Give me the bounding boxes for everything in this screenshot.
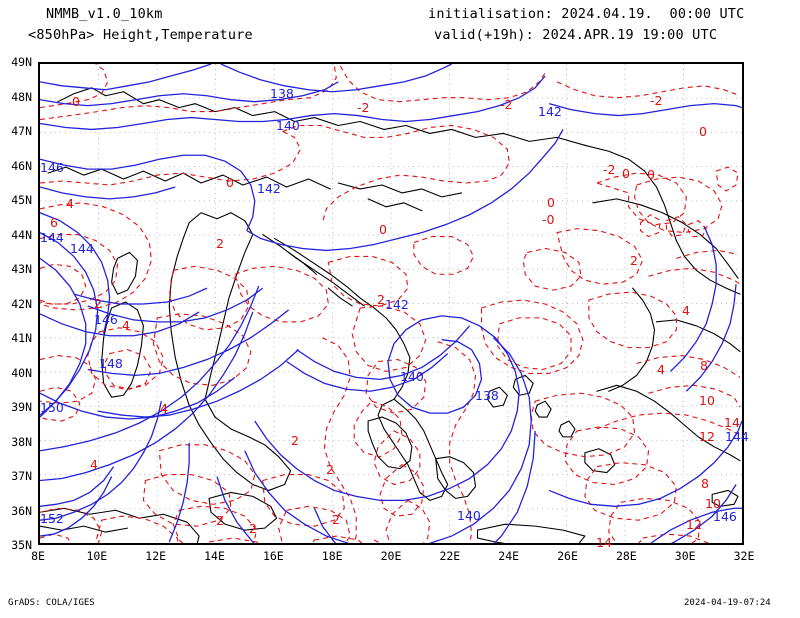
temperature-label: 2 (94, 296, 102, 311)
x-tick-18E: 18E (321, 549, 343, 563)
x-tick-30E: 30E (674, 549, 696, 563)
x-tick-20E: 20E (380, 549, 402, 563)
y-tick-39N: 39N (11, 400, 32, 414)
initialisation-time: initialisation: 2024.04.19. 00:00 UTC (428, 6, 745, 22)
temperature-label: 12 (686, 517, 702, 532)
level-subtitle: <850hPa> Height,Temperature (28, 27, 253, 43)
temperature-label: 4 (682, 303, 690, 318)
footer-source: GrADS: COLA/IGES (8, 598, 95, 608)
height-label: 148 (99, 356, 123, 371)
y-tick-42N: 42N (11, 296, 32, 311)
map-canvas (40, 64, 742, 543)
height-label: 146 (40, 160, 64, 175)
x-tick-32E: 32E (733, 549, 755, 563)
y-tick-40N: 40N (11, 365, 32, 380)
x-tick-26E: 26E (557, 549, 578, 563)
valid-time: valid(+19h): 2024.APR.19 19:00 UTC (434, 27, 718, 43)
height-label: 144 (70, 241, 94, 256)
temperature-label: 14 (724, 415, 740, 430)
temperature-label: 2 (216, 236, 224, 251)
y-tick-36N: 36N (11, 503, 32, 518)
temperature-label: 4 (160, 401, 168, 416)
temperature-label: -0 (542, 212, 555, 227)
y-tick-38N: 38N (11, 434, 32, 449)
temperature-label: 2 (216, 513, 224, 528)
height-label: 138 (270, 86, 294, 101)
temperature-label: -2 (357, 100, 370, 115)
x-tick-12E: 12E (145, 549, 167, 563)
gridlines (40, 64, 742, 543)
height-label: 140 (276, 118, 300, 133)
height-label: 140 (400, 369, 424, 384)
temperature-label: 2 (291, 433, 299, 448)
temperature-label: 6 (50, 215, 58, 230)
y-tick-37N: 37N (11, 469, 32, 483)
height-label: 146 (713, 509, 737, 524)
temperature-label: 10 (699, 393, 715, 408)
temperature-label: 2 (249, 521, 257, 536)
temperature-label: 12 (699, 429, 715, 444)
height-label: 138 (475, 388, 499, 403)
temperature-label: 2 (377, 292, 385, 307)
temperature-label: 0 (379, 222, 387, 237)
temperature-label: 0 (226, 175, 234, 190)
temperature-label: 2 (332, 512, 340, 527)
y-tick-45N: 45N (11, 193, 32, 207)
x-tick-16E: 16E (262, 549, 284, 563)
x-tick-28E: 28E (615, 549, 637, 563)
x-tick-22E: 22E (439, 549, 461, 563)
y-tick-46N: 46N (11, 158, 32, 173)
x-tick-24E: 24E (498, 549, 520, 563)
temperature-label: 8 (700, 358, 708, 373)
height-label: 146 (94, 312, 118, 327)
x-tick-8E: 8E (31, 549, 45, 563)
temperature-contours (40, 64, 741, 543)
y-tick-47N: 47N (11, 124, 32, 138)
height-label: 144 (40, 230, 64, 245)
temperature-label: -2 (603, 162, 616, 177)
contour-labels: 138 140 142 142 142 146 144 144 146 148 150 152 140 1… (40, 64, 749, 548)
footer-timestamp: 2024-04-19-07:24 (684, 598, 771, 608)
temperature-label: 2 (326, 462, 334, 477)
height-label: 142 (257, 181, 281, 196)
temperature-label: 0 (622, 166, 630, 181)
y-tick-43N: 43N (11, 262, 32, 276)
height-contours (40, 64, 742, 543)
height-label: 144 (725, 429, 749, 444)
temperature-label: 4 (66, 196, 74, 211)
height-label: 142 (385, 297, 409, 312)
x-tick-10E: 10E (86, 549, 108, 563)
height-label: 142 (538, 104, 562, 119)
x-tick-14E: 14E (204, 549, 225, 563)
y-tick-35N: 35N (11, 538, 32, 552)
temperature-label: 10 (705, 496, 721, 511)
temperature-label: 8 (701, 476, 709, 491)
temperature-label: -2 (650, 93, 663, 108)
temperature-label: 14 (596, 535, 612, 550)
height-label: 150 (40, 400, 64, 415)
temperature-label: 0 (547, 195, 555, 210)
height-label: 140 (457, 508, 481, 523)
temperature-label: 4 (90, 457, 98, 472)
y-tick-44N: 44N (11, 227, 32, 242)
y-tick-48N: 48N (11, 89, 32, 104)
temperature-label: 0 (72, 94, 80, 109)
temperature-label: 2 (630, 253, 638, 268)
model-title: NMMB_v1.0_10km (46, 6, 163, 22)
temperature-label: 4 (122, 318, 130, 333)
temperature-label: -2 (500, 97, 513, 112)
temperature-label: 4 (657, 362, 665, 377)
y-tick-49N: 49N (11, 55, 32, 69)
height-label: 152 (40, 511, 64, 526)
y-tick-41N: 41N (11, 331, 32, 345)
temperature-label: 0 (647, 167, 655, 182)
temperature-label: 0 (699, 124, 707, 139)
contour-map-plot: 138 140 142 142 142 146 144 144 146 148 150 152 140 1… (38, 62, 749, 549)
